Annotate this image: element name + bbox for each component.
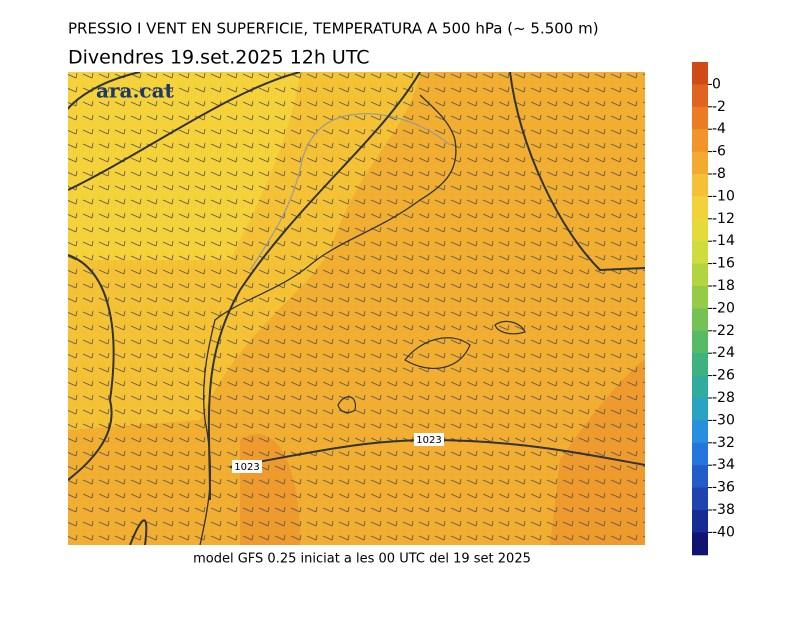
- colorbar-label: -38: [712, 502, 735, 518]
- colorbar-label: 0: [712, 76, 721, 92]
- colorbar-segment: [692, 442, 708, 466]
- colorbar-segment: [692, 330, 708, 354]
- colorbar-segment: [692, 62, 708, 85]
- colorbar-label: -22: [712, 323, 735, 339]
- map: [68, 72, 645, 545]
- colorbar-segment: [692, 129, 708, 153]
- subtitle: Divendres 19.set.2025 12h UTC: [68, 47, 370, 69]
- colorbar-segment: [692, 174, 708, 197]
- colorbar-label: -36: [712, 480, 735, 496]
- colorbar-segment: [692, 308, 708, 332]
- colorbar-label: -24: [712, 345, 735, 361]
- colorbar-segment: [692, 151, 708, 175]
- colorbar-label: -20: [712, 300, 735, 316]
- title: PRESSIO I VENT EN SUPERFICIE, TEMPERATUR…: [68, 20, 599, 38]
- colorbar-segment: [692, 465, 708, 489]
- colorbar-label: -8: [712, 166, 726, 182]
- colorbar-label: -10: [712, 188, 735, 204]
- colorbar-segment: [692, 398, 708, 421]
- colorbar-label: -18: [712, 278, 735, 294]
- colorbar-segment: [692, 353, 708, 377]
- colorbar-label: -12: [712, 211, 735, 227]
- colorbar-label: -2: [712, 99, 726, 115]
- colorbar-segment: [692, 510, 708, 533]
- colorbar: 0 -2 -4 -6 -8 -10 -12 -14 -16 -18 -20 -22 -24 -26 -28 -…: [692, 62, 735, 556]
- colorbar-label: -32: [712, 435, 735, 451]
- colorbar-segment: [692, 241, 708, 265]
- colorbar-label: -4: [712, 121, 726, 137]
- colorbar-label: -30: [712, 412, 735, 428]
- colorbar-segment: [692, 106, 708, 130]
- colorbar-label: -14: [712, 233, 735, 249]
- colorbar-segment: [692, 420, 708, 444]
- colorbar-label: -34: [712, 457, 735, 473]
- colorbar-segment: [692, 218, 708, 242]
- colorbar-segment: [692, 487, 708, 511]
- isobar-label: 1023: [234, 462, 259, 473]
- colorbar-label: -28: [712, 390, 735, 406]
- footer: model GFS 0.25 iniciat a les 00 UTC del …: [193, 552, 531, 567]
- colorbar-label: -6: [712, 144, 726, 160]
- colorbar-segment: [692, 286, 708, 309]
- colorbar-segment: [692, 375, 708, 399]
- colorbar-segment: [692, 532, 708, 556]
- logo: ara.cat: [96, 79, 175, 103]
- colorbar-label: -16: [712, 256, 735, 272]
- isobar-label: 1023: [416, 435, 441, 446]
- colorbar-segment: [692, 84, 708, 108]
- colorbar-segment: [692, 196, 708, 220]
- colorbar-label: -40: [712, 524, 735, 540]
- colorbar-segment: [692, 263, 708, 287]
- colorbar-label: -26: [712, 368, 735, 384]
